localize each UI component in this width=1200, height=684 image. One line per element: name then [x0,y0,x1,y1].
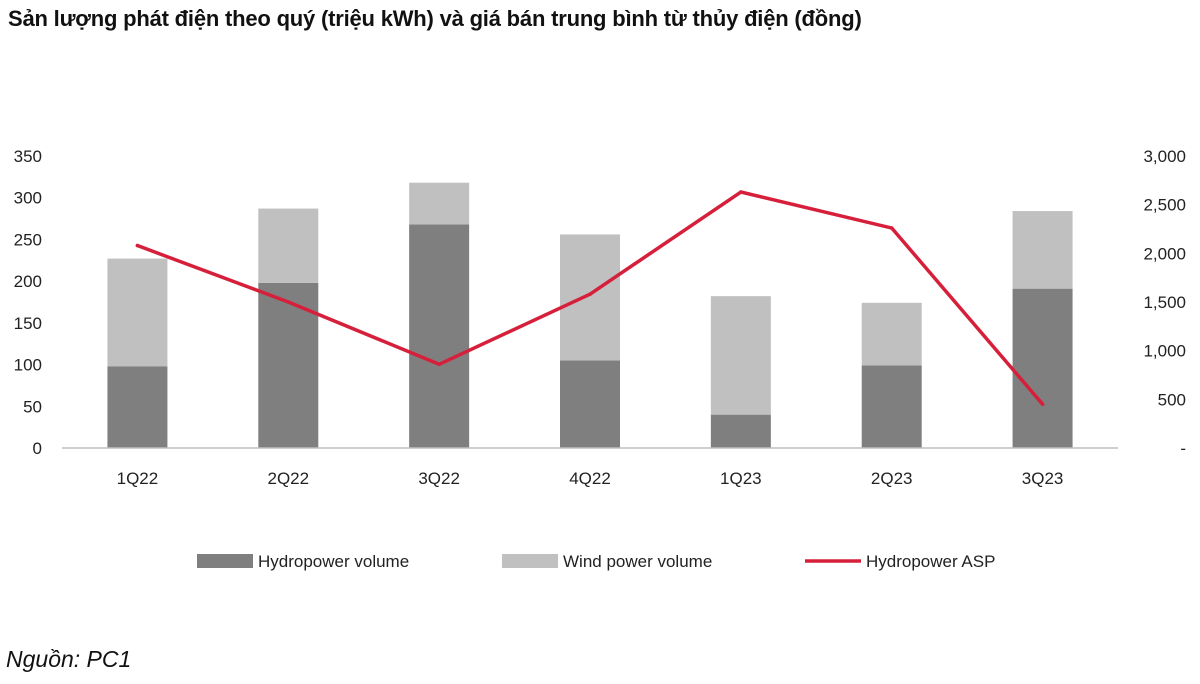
hydropower-asp-point [286,300,291,304]
hydropower-volume-bar [409,224,470,448]
right-axis-tick-label: - [1180,439,1186,458]
hydropower-asp-point [889,226,894,230]
left-axis-tick-label: 50 [23,397,42,416]
left-axis-tick-label: 150 [14,314,42,333]
right-axis-tick-label: 2,500 [1143,196,1186,215]
legend-label: Hydropower volume [258,552,409,571]
hydropower-volume-bar [258,282,319,448]
wind-power-volume-bar [1012,211,1073,289]
x-axis-tick-label: 3Q22 [418,469,460,488]
hydropower-asp-point [437,362,441,367]
left-axis-ticks: 0 50 100 150 200 250 300 350 [14,147,42,458]
legend-item-hydropower-asp: Hydropower ASP [805,552,995,571]
chart-title: Sản lượng phát điện theo quý (triệu kWh)… [8,6,862,31]
hydropower-volume-bar [1012,288,1073,448]
x-axis-tick-label: 3Q23 [1022,469,1064,488]
right-axis-tick-label: 2,000 [1143,244,1186,263]
wind-power-volume-bar [710,296,771,415]
legend-swatch [197,554,253,568]
right-axis-tick-label: 1,500 [1143,293,1186,312]
left-axis-tick-label: 200 [14,272,42,291]
legend-swatch [502,554,558,568]
legend-item-wind-power-volume: Wind power volume [502,552,712,571]
left-axis-tick-label: 0 [33,439,42,458]
right-axis-ticks: - 500 1,000 1,500 2,000 2,500 3,000 [1143,147,1186,458]
x-axis-tick-label: 2Q22 [267,469,309,488]
x-axis-tick-label: 1Q23 [720,469,762,488]
legend-item-hydropower-volume: Hydropower volume [197,552,409,571]
x-axis-ticks: 1Q22 2Q22 3Q22 4Q22 1Q23 2Q23 3Q23 [117,469,1064,488]
right-axis-tick-label: 1,000 [1143,342,1186,361]
legend-label: Wind power volume [563,552,712,571]
x-axis-tick-label: 2Q23 [871,469,913,488]
wind-power-volume-bar [107,258,168,367]
left-axis-tick-label: 350 [14,147,42,166]
legend: Hydropower volume Wind power volume Hydrop… [197,552,995,571]
hydropower-volume-bar [560,360,620,448]
hydropower-volume-bar [861,365,922,448]
combo-chart: 0 50 100 150 200 250 300 350 - 500 1,000 1,500 2,00… [14,147,1186,571]
wind-power-volume-bar [258,208,319,283]
bars [107,182,1073,448]
wind-power-volume-bar [409,182,470,225]
legend-label: Hydropower ASP [866,552,995,571]
hydropower-asp-point [1040,402,1045,407]
hydropower-asp-point [588,292,592,297]
left-axis-tick-label: 250 [14,230,42,249]
hydropower-asp-point [135,243,140,248]
asp-line-series [135,190,1045,407]
hydropower-volume-bar [710,414,771,448]
x-axis-tick-label: 4Q22 [569,469,611,488]
left-axis-tick-label: 100 [14,356,42,375]
wind-power-volume-bar [560,234,620,361]
source-note: Nguồn: PC1 [6,646,132,672]
hydropower-volume-bar [107,366,168,448]
hydropower-asp-point [739,190,743,194]
right-axis-tick-label: 500 [1158,390,1186,409]
x-axis-tick-label: 1Q22 [117,469,159,488]
wind-power-volume-bar [861,302,922,366]
left-axis-tick-label: 300 [14,189,42,208]
right-axis-tick-label: 3,000 [1143,147,1186,166]
